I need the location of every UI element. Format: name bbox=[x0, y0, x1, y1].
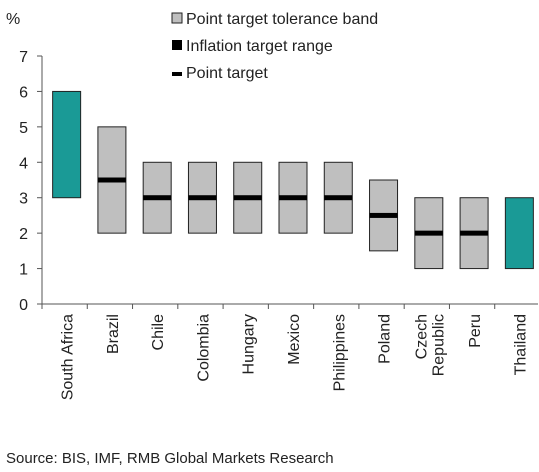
x-tick-label: Poland bbox=[377, 314, 394, 364]
point-target-marker bbox=[233, 195, 262, 201]
x-tick-label-line: Mexico bbox=[286, 314, 303, 365]
axes: % 0 1 2 3 4 5 6 7 bbox=[6, 11, 538, 314]
x-tick-label-line: Philippines bbox=[331, 314, 348, 391]
legend-label: Point target tolerance band bbox=[186, 11, 378, 28]
source-note: Source: BIS, IMF, RMB Global Markets Res… bbox=[6, 450, 334, 467]
x-tick-label-line: South Africa bbox=[60, 314, 77, 400]
x-tick-label-line: Poland bbox=[377, 314, 394, 364]
legend: Point target tolerance band Inflation tar… bbox=[171, 11, 378, 82]
x-tick-label: Colombia bbox=[195, 314, 212, 382]
point-target-marker bbox=[369, 212, 398, 218]
y-tick-label: 4 bbox=[19, 155, 28, 172]
point-target-marker bbox=[143, 195, 172, 201]
x-tick-label: CzechRepublic bbox=[413, 314, 447, 376]
x-tick-labels: South Africa Brazil Chile Colombia Hungary Me… bbox=[60, 314, 530, 400]
y-tick-label: 0 bbox=[19, 297, 28, 314]
legend-swatch-target-range bbox=[172, 40, 182, 50]
x-tick-label: Chile bbox=[150, 314, 167, 351]
y-tick-label: 1 bbox=[19, 262, 28, 279]
bars bbox=[52, 90, 534, 270]
y-axis-label: % bbox=[6, 11, 20, 28]
point-target-marker bbox=[97, 177, 126, 183]
x-tick-label-line: Chile bbox=[150, 314, 167, 351]
x-tick-label-line: Colombia bbox=[195, 314, 212, 382]
point-target-marker bbox=[188, 195, 217, 201]
y-tick-label: 2 bbox=[19, 226, 28, 243]
x-tick-label-line: Hungary bbox=[241, 314, 258, 374]
point-target-marker bbox=[460, 230, 489, 236]
x-tick-label: Hungary bbox=[241, 314, 258, 374]
target-range-bar bbox=[52, 90, 82, 199]
point-target-marker bbox=[279, 195, 307, 201]
x-tick-label: South Africa bbox=[60, 314, 77, 400]
x-tick-label-line: Thailand bbox=[512, 314, 529, 375]
x-tick-label: Philippines bbox=[331, 314, 348, 391]
x-tick-label: Brazil bbox=[105, 314, 122, 354]
x-tick-label-line: Czech bbox=[413, 314, 430, 359]
y-tick-label: 6 bbox=[19, 84, 28, 101]
x-tick-label: Mexico bbox=[286, 314, 303, 365]
x-tick-label-line: Republic bbox=[430, 314, 447, 376]
point-target-marker bbox=[324, 195, 353, 201]
y-tick-label: 3 bbox=[19, 191, 28, 208]
y-tick-label: 7 bbox=[19, 49, 28, 66]
legend-swatch-tolerance-band bbox=[171, 12, 183, 24]
x-tick-label: Peru bbox=[467, 314, 484, 348]
legend-label: Point target bbox=[186, 65, 268, 82]
y-tick-label: 5 bbox=[19, 120, 28, 137]
x-tick-label: Thailand bbox=[512, 314, 529, 375]
target-range-bar bbox=[504, 197, 534, 270]
x-tick-label-line: Brazil bbox=[105, 314, 122, 354]
point-target-marker bbox=[414, 230, 443, 236]
x-tick-label-line: Peru bbox=[467, 314, 484, 348]
legend-swatch-point-target bbox=[172, 72, 182, 76]
legend-label: Inflation target range bbox=[186, 38, 333, 55]
